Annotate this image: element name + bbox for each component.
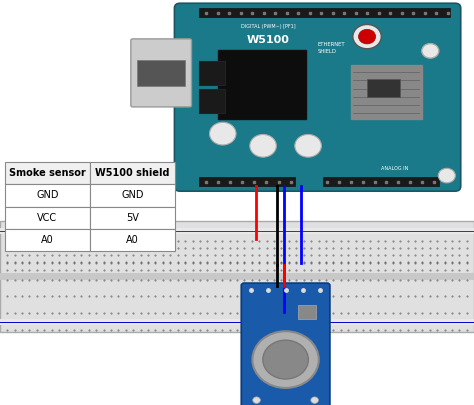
Circle shape <box>438 168 456 183</box>
Circle shape <box>295 134 321 157</box>
Text: GND: GND <box>36 190 59 200</box>
Bar <box>0 319 474 326</box>
Circle shape <box>358 29 375 44</box>
Bar <box>199 177 295 186</box>
Text: W5100: W5100 <box>246 35 290 45</box>
Bar <box>0 273 474 280</box>
Bar <box>367 79 400 97</box>
Text: W5100 shield: W5100 shield <box>95 168 170 178</box>
Circle shape <box>353 24 381 49</box>
Text: GND: GND <box>121 190 144 200</box>
Circle shape <box>253 397 260 403</box>
Circle shape <box>422 44 439 58</box>
Bar <box>218 50 306 119</box>
Text: VCC: VCC <box>37 213 57 223</box>
Text: 5V: 5V <box>126 213 139 223</box>
Bar <box>0 228 474 234</box>
Text: A0: A0 <box>127 235 139 245</box>
Bar <box>90 207 175 229</box>
Circle shape <box>210 122 236 145</box>
Bar <box>90 229 175 251</box>
Bar <box>5 207 90 229</box>
Bar <box>5 184 90 207</box>
Bar <box>90 184 175 207</box>
Circle shape <box>263 340 309 379</box>
Text: DIGITAL (PWM~) [PF1]: DIGITAL (PWM~) [PF1] <box>241 24 295 29</box>
Bar <box>323 177 438 186</box>
Bar <box>5 229 90 251</box>
Bar <box>90 162 175 184</box>
Bar <box>199 89 225 113</box>
Circle shape <box>252 331 319 388</box>
Circle shape <box>250 134 276 157</box>
Text: ETHERNET
SHIELD: ETHERNET SHIELD <box>318 43 345 54</box>
Text: ANALOG IN: ANALOG IN <box>381 166 408 171</box>
FancyBboxPatch shape <box>131 39 191 107</box>
Bar <box>5 162 90 184</box>
Bar <box>199 61 225 85</box>
Bar <box>298 305 316 319</box>
Text: Smoke sensor: Smoke sensor <box>9 168 86 178</box>
Bar <box>199 8 450 17</box>
Bar <box>137 60 185 86</box>
Circle shape <box>311 397 319 403</box>
Bar <box>351 65 422 119</box>
Text: A0: A0 <box>41 235 54 245</box>
FancyBboxPatch shape <box>174 3 461 191</box>
FancyBboxPatch shape <box>241 283 330 405</box>
Bar <box>0 221 474 332</box>
